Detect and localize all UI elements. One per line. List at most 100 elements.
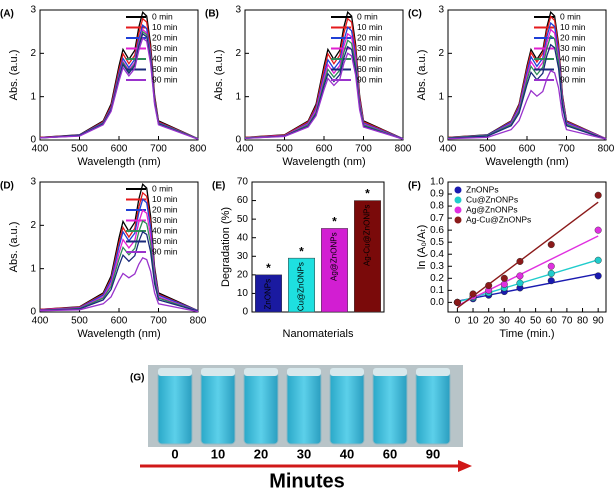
data-point bbox=[485, 282, 493, 290]
photo-label: (G) bbox=[130, 373, 144, 384]
legend-label: 20 min bbox=[152, 204, 178, 214]
time-label: 30 bbox=[297, 446, 311, 461]
legend-label: 0 min bbox=[152, 183, 173, 193]
plot-frame bbox=[251, 181, 385, 313]
bar-category-label: ZnONPs bbox=[264, 279, 273, 310]
x-tick-label: 60 bbox=[546, 316, 558, 327]
legend-label: 40 min bbox=[152, 53, 178, 63]
x-tick-label: 600 bbox=[111, 144, 128, 155]
y-tick-label: 0 bbox=[438, 135, 444, 146]
legend-label: 0 min bbox=[152, 11, 173, 21]
data-point bbox=[516, 279, 524, 287]
photo-caption: Minutes bbox=[269, 470, 345, 491]
x-tick-label: 600 bbox=[519, 144, 536, 155]
bar-category-label: Ag-Cu@ZnONPs bbox=[363, 205, 372, 266]
vial bbox=[372, 371, 408, 445]
fit-line bbox=[457, 273, 599, 302]
y-tick-label: 0 bbox=[242, 307, 248, 318]
legend-label: 10 min bbox=[560, 22, 586, 32]
legend-label: Cu@ZnONPs bbox=[466, 194, 518, 204]
y-tick-label: 1 bbox=[438, 91, 444, 102]
data-point bbox=[547, 277, 555, 285]
bar-marker: * bbox=[332, 215, 337, 229]
vial-cap bbox=[287, 368, 321, 376]
legend-label: 90 min bbox=[560, 74, 586, 84]
x-tick-label: 800 bbox=[190, 144, 207, 155]
x-tick-label: 500 bbox=[71, 316, 88, 327]
arrow-head bbox=[458, 460, 472, 472]
legend-marker bbox=[454, 216, 462, 224]
legend-label: 20 min bbox=[357, 32, 383, 42]
x-axis-label: Wavelength (nm) bbox=[77, 328, 160, 340]
time-label: 60 bbox=[383, 446, 397, 461]
legend-label: 0 min bbox=[560, 11, 581, 21]
y-axis-label: Degradation (%) bbox=[220, 207, 232, 287]
panel-label: (F) bbox=[408, 181, 421, 192]
x-tick-label: 800 bbox=[190, 316, 207, 327]
panel-label: (D) bbox=[0, 181, 14, 192]
vial bbox=[329, 371, 365, 445]
x-tick-label: 400 bbox=[32, 144, 49, 155]
time-label: 40 bbox=[340, 446, 354, 461]
x-tick-label: 80 bbox=[577, 316, 589, 327]
y-tick-label: 60 bbox=[237, 195, 249, 206]
y-tick-label: 3 bbox=[235, 5, 241, 16]
data-point bbox=[547, 269, 555, 277]
y-tick-label: 30 bbox=[237, 251, 249, 262]
x-axis-label: Wavelength (nm) bbox=[282, 156, 365, 168]
data-point bbox=[516, 257, 524, 265]
vial bbox=[286, 371, 322, 445]
y-axis-label: Abs. (a.u.) bbox=[8, 50, 20, 101]
y-tick-label: 1 bbox=[30, 91, 36, 102]
y-tick-label: 70 bbox=[237, 177, 249, 188]
panel-label: (C) bbox=[408, 9, 422, 20]
data-point bbox=[594, 272, 602, 280]
data-point bbox=[594, 226, 602, 234]
fit-line bbox=[457, 235, 599, 307]
legend-label: 60 min bbox=[152, 236, 178, 246]
y-tick-label: 1.0 bbox=[430, 177, 444, 188]
legend-label: 10 min bbox=[152, 194, 178, 204]
spectrum-line bbox=[39, 256, 199, 313]
x-tick-label: 700 bbox=[355, 144, 372, 155]
y-tick-label: 0 bbox=[30, 307, 36, 318]
legend-label: 30 min bbox=[560, 43, 586, 53]
plot-frame bbox=[447, 181, 607, 313]
legend-label: 90 min bbox=[152, 246, 178, 256]
y-tick-label: 0.2 bbox=[430, 273, 444, 284]
vial bbox=[415, 371, 451, 445]
y-tick-label: 40 bbox=[237, 232, 249, 243]
x-tick-label: 400 bbox=[440, 144, 457, 155]
y-axis-label: ln (A₀/Aₜ) bbox=[416, 225, 428, 269]
x-tick-label: 90 bbox=[593, 316, 605, 327]
vial bbox=[243, 371, 279, 445]
legend-label: 10 min bbox=[152, 22, 178, 32]
time-label: 20 bbox=[254, 446, 268, 461]
y-tick-label: 0.4 bbox=[430, 249, 444, 260]
legend-label: 20 min bbox=[152, 32, 178, 42]
spectrum-line bbox=[39, 37, 199, 140]
y-tick-label: 3 bbox=[438, 5, 444, 16]
vial-cap bbox=[416, 368, 450, 376]
legend-label: 30 min bbox=[152, 43, 178, 53]
panel-label: (E) bbox=[212, 181, 225, 192]
legend-label: ZnONPs bbox=[466, 184, 499, 194]
data-point bbox=[547, 241, 555, 249]
legend-label: Ag@ZnONPs bbox=[466, 204, 518, 214]
y-tick-label: 3 bbox=[30, 177, 36, 188]
legend-marker bbox=[454, 186, 462, 194]
x-tick-label: 600 bbox=[111, 316, 128, 327]
bar-category-label: Cu@ZnONPs bbox=[297, 262, 306, 311]
y-tick-label: 20 bbox=[237, 269, 249, 280]
y-tick-label: 1 bbox=[30, 263, 36, 274]
x-tick-label: 800 bbox=[395, 144, 412, 155]
x-tick-label: 10 bbox=[467, 316, 479, 327]
x-tick-label: 700 bbox=[150, 316, 167, 327]
x-tick-label: 40 bbox=[514, 316, 526, 327]
data-point bbox=[469, 290, 477, 298]
x-tick-label: 400 bbox=[32, 316, 49, 327]
x-axis-label: Time (min.) bbox=[499, 328, 554, 340]
y-tick-label: 1 bbox=[235, 91, 241, 102]
